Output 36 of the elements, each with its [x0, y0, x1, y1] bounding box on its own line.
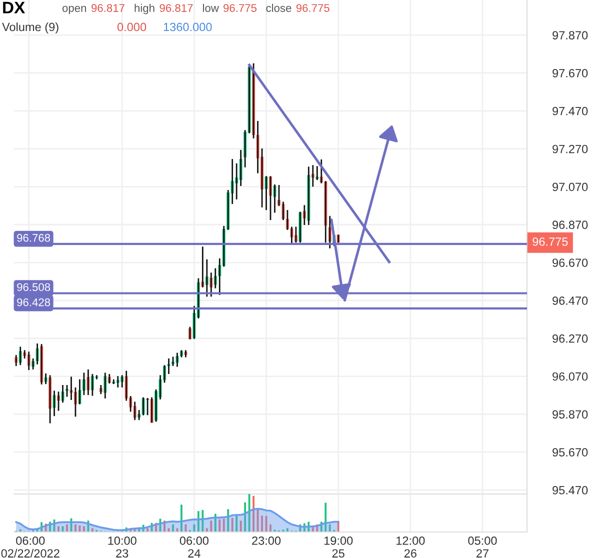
y-tick-label: 95.870 — [552, 410, 588, 419]
annotation: high — [134, 4, 154, 14]
chart-title: DX — [3, 2, 26, 14]
y-tick-label: 96.670 — [552, 258, 588, 267]
y-tick-label: 97.270 — [552, 144, 588, 154]
annotation: open — [62, 6, 86, 14]
y-tick-label: 96.870 — [552, 220, 588, 230]
y-tick-label: 96.270 — [552, 334, 588, 343]
y-tick-label: 95.670 — [552, 448, 588, 456]
annotation: 96.775 — [224, 4, 257, 12]
annotation: 96.817 — [92, 4, 124, 12]
annotation: 96.775 — [296, 4, 330, 12]
annotation: 1360.000 — [164, 22, 212, 32]
ref-line-label: 96.508 — [17, 283, 50, 292]
y-tick-label: 97.070 — [552, 182, 588, 192]
y-tick-label: 96.070 — [552, 372, 588, 381]
x-tick-label: 12:00 26 — [396, 536, 425, 558]
x-tick-label: 10:00 23 — [108, 536, 136, 558]
x-tick-label: 23:00 — [252, 536, 281, 545]
x-tick-label: 06:00 02/22/2022 — [1, 536, 60, 558]
annotation: close — [266, 4, 292, 12]
y-tick-label: 97.870 — [552, 31, 588, 40]
y-tick-label: 96.470 — [552, 296, 588, 305]
x-tick-label: 06:00 24 — [180, 536, 208, 558]
y-tick-label: 97.670 — [552, 69, 588, 78]
x-tick-label: 05:00 27 — [468, 536, 497, 558]
annotation: 0.000 — [117, 22, 146, 32]
ref-line-label: 96.768 — [17, 234, 50, 242]
annotation: low — [203, 4, 219, 12]
text: 96.775 — [532, 237, 568, 246]
y-tick-label: 95.470 — [552, 486, 588, 494]
chart-title: Volume (9) — [2, 22, 58, 34]
ref-line-label: 96.428 — [17, 298, 50, 306]
x-tick-label: 19:00 25 — [324, 536, 353, 558]
annotation: 96.817 — [160, 4, 193, 12]
y-tick-label: 97.470 — [552, 106, 588, 116]
